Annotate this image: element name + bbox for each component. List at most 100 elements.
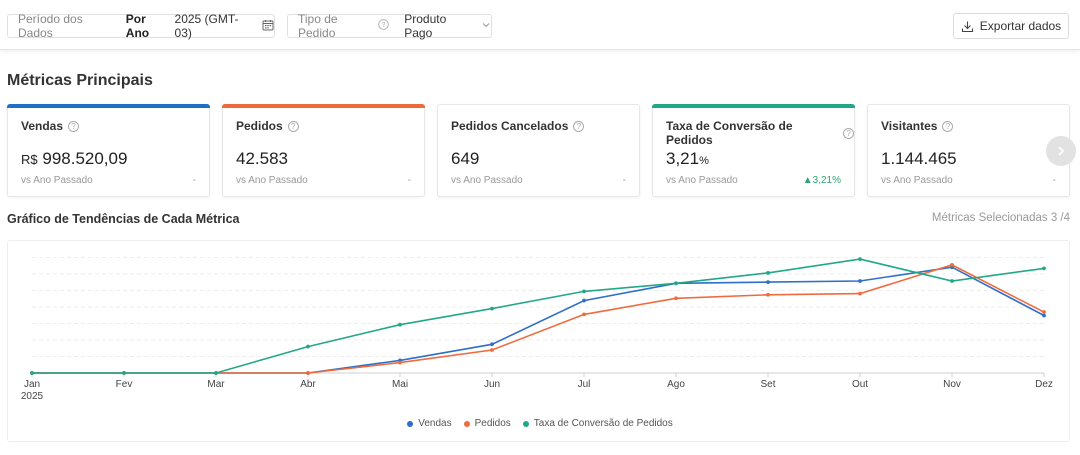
card-title-text: Pedidos [236, 119, 283, 133]
x-tick-label: Ago [667, 379, 685, 390]
legend-dot-icon [463, 420, 470, 427]
legend-item[interactable]: Pedidos [463, 418, 511, 429]
metric-card[interactable]: Vendas? R$ 998.520,09 vs Ano Passado - [7, 104, 210, 197]
x-tick-label: Jul [578, 379, 591, 390]
data-point [306, 344, 310, 349]
period-mode: Por Ano [125, 12, 150, 40]
help-icon[interactable]: ? [573, 120, 585, 132]
export-button[interactable]: Exportar dados [953, 13, 1069, 39]
card-value-number: 649 [451, 149, 480, 168]
card-title: Pedidos? [236, 119, 299, 133]
card-title: Visitantes? [881, 119, 954, 133]
data-point [582, 312, 586, 317]
card-value: 1.144.465 [881, 149, 957, 169]
card-compare-label: vs Ano Passado [21, 175, 93, 186]
metric-card[interactable]: Pedidos? 42.583 vs Ano Passado - [222, 104, 425, 197]
card-delta: - [192, 175, 196, 186]
legend-label: Taxa de Conversão de Pedidos [533, 418, 673, 429]
order-type-filter[interactable]: Tipo de Pedido ? Produto Pago [287, 12, 492, 40]
card-delta: - [1052, 175, 1056, 186]
card-delta: ▲3,21% [802, 175, 841, 186]
help-icon[interactable]: ? [843, 127, 854, 139]
card-compare-label: vs Ano Passado [666, 175, 738, 186]
data-point [858, 257, 862, 262]
card-value: 42.583 [236, 149, 288, 169]
card-currency: R$ [21, 152, 38, 167]
x-tick-label: Mai [392, 379, 408, 390]
card-value: 3,21% [666, 149, 709, 169]
card-value: R$ 998.520,09 [21, 149, 127, 169]
x-tick-label: Abr [300, 379, 316, 390]
card-title-text: Pedidos Cancelados [451, 119, 569, 133]
metric-card[interactable]: Taxa de Conversão de Pedidos? 3,21% vs Ano… [652, 104, 855, 197]
data-point [1042, 266, 1046, 271]
data-point [766, 280, 770, 285]
help-icon[interactable]: ? [68, 120, 80, 132]
x-tick-label: Mar [207, 379, 225, 390]
data-point [674, 281, 678, 286]
data-point [582, 289, 586, 294]
card-title-text: Visitantes [881, 119, 938, 133]
data-point [306, 371, 310, 375]
legend-label: Vendas [418, 418, 452, 429]
card-accent-bar [652, 104, 855, 108]
data-point [674, 296, 678, 301]
export-label: Exportar dados [979, 19, 1062, 33]
help-icon[interactable]: ? [378, 19, 389, 33]
help-icon[interactable]: ? [287, 120, 299, 132]
metric-card[interactable]: Visitantes? 1.144.465 vs Ano Passado - [867, 104, 1070, 197]
legend-dot-icon [407, 420, 414, 427]
order-type-label: Tipo de Pedido [298, 12, 338, 40]
help-icon[interactable]: ? [942, 120, 954, 132]
data-point [582, 298, 586, 303]
x-tick-label: Jan [24, 379, 40, 390]
next-arrow-icon[interactable] [1046, 136, 1076, 166]
card-value-number: 3,21 [666, 149, 700, 168]
card-title: Taxa de Conversão de Pedidos? [666, 119, 854, 147]
x-tick-label: Fev [116, 379, 133, 390]
data-point [766, 271, 770, 275]
card-delta: - [622, 175, 626, 186]
card-title-text: Taxa de Conversão de Pedidos [666, 119, 793, 147]
data-point [122, 371, 126, 375]
card-value: 649 [451, 149, 479, 169]
legend-label: Pedidos [474, 418, 511, 429]
x-tick-label: Out [852, 379, 868, 390]
data-point [490, 342, 494, 347]
data-point [1042, 313, 1046, 318]
metric-card[interactable]: Pedidos Cancelados? 649 vs Ano Passado - [437, 104, 640, 197]
data-point [766, 292, 770, 297]
legend-dot-icon [522, 420, 529, 427]
order-type-value: Produto Pago [404, 12, 447, 40]
series-line-3 [32, 258, 1045, 374]
card-compare-label: vs Ano Passado [451, 175, 523, 186]
card-compare-label: vs Ano Passado [881, 175, 953, 186]
data-point [398, 322, 402, 327]
data-point [398, 360, 402, 365]
data-point [214, 371, 218, 375]
card-unit: % [699, 155, 709, 167]
data-point [858, 291, 862, 296]
calendar-icon[interactable] [262, 19, 274, 34]
card-delta: - [407, 175, 411, 186]
x-tick-label: Jun [484, 379, 500, 390]
data-point [950, 279, 954, 283]
x-tick-label: Nov [943, 379, 961, 390]
legend-item[interactable]: Taxa de Conversão de Pedidos [522, 418, 673, 429]
download-icon [961, 21, 973, 32]
data-point [950, 263, 954, 267]
data-point [490, 348, 494, 352]
card-title: Vendas? [21, 119, 80, 133]
card-value-number: 42.583 [236, 149, 288, 168]
chart-title: Gráfico de Tendências de Cada Métrica [7, 212, 240, 226]
chart-legend: Vendas Pedidos Taxa de Conversão de Pedido… [0, 418, 1080, 429]
card-title-text: Vendas [21, 119, 64, 133]
metrics-selected[interactable]: Métricas Selecionadas 3 /4 [931, 212, 1070, 224]
chevron-down-icon[interactable] [481, 19, 491, 33]
period-filter[interactable]: Período dos Dados Por Ano 2025 (GMT-03) [7, 12, 275, 40]
data-point [858, 279, 862, 283]
legend-item[interactable]: Vendas [407, 418, 452, 429]
card-accent-bar [7, 104, 210, 108]
period-value: 2025 (GMT-03) [174, 12, 239, 40]
